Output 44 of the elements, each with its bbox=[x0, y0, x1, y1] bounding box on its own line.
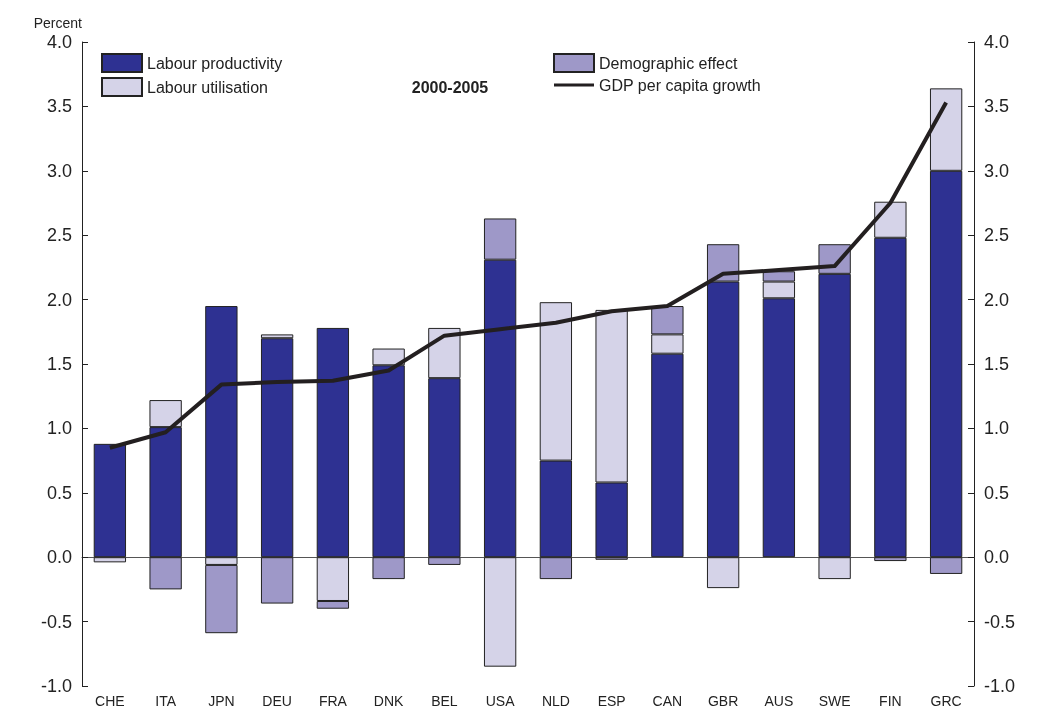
x-tick-label: FRA bbox=[318, 693, 348, 709]
x-tick-label: CAN bbox=[652, 693, 683, 709]
legend-label: Labour utilisation bbox=[147, 78, 268, 96]
y-tick-label: 2.0 bbox=[46, 289, 72, 310]
y2-tick-label: 3.5 bbox=[984, 96, 1010, 117]
x-tick-label: DEU bbox=[262, 693, 292, 709]
y2-tick-label: -0.5 bbox=[984, 611, 1016, 632]
x-tick-label: CHE bbox=[95, 693, 125, 709]
y2-tick-label: 2.5 bbox=[984, 225, 1010, 246]
x-tick-label: AUS bbox=[764, 693, 794, 709]
y-tick-label: 2.5 bbox=[46, 225, 72, 246]
y2-tick-label: 1.0 bbox=[984, 418, 1010, 439]
legend-label: Demographic effect bbox=[599, 54, 738, 72]
x-tick-label: ITA bbox=[155, 693, 177, 709]
x-tick-label: FIN bbox=[879, 693, 902, 709]
y2-tick-label: 0.5 bbox=[984, 482, 1010, 503]
x-tick-label: GRC bbox=[930, 693, 962, 709]
y-tick-label: 0.0 bbox=[46, 547, 72, 568]
legend-label: Labour productivity bbox=[147, 54, 283, 72]
x-tick-label: SWE bbox=[818, 693, 851, 709]
y2-tick-label: 0.0 bbox=[984, 547, 1010, 568]
y2-tick-label: 1.5 bbox=[984, 354, 1010, 374]
y-axis-title: Percent bbox=[33, 15, 83, 31]
y-tick-label: 3.5 bbox=[46, 96, 72, 117]
x-tick-label: ESP bbox=[597, 693, 626, 709]
y2-tick-label: -1.0 bbox=[984, 676, 1016, 696]
x-tick-label: USA bbox=[485, 693, 516, 709]
x-tick-label: JPN bbox=[208, 693, 235, 709]
y-tick-label: -0.5 bbox=[40, 611, 72, 632]
text: 2000-2005 bbox=[411, 78, 489, 96]
y2-tick-label: 2.0 bbox=[984, 289, 1010, 310]
x-tick-label: NLD bbox=[541, 693, 570, 709]
x-tick-label: DNK bbox=[373, 693, 405, 709]
y-tick-label: 3.0 bbox=[46, 160, 72, 181]
y-tick-label: 1.5 bbox=[46, 354, 72, 374]
y-tick-label: 0.5 bbox=[46, 482, 72, 503]
y2-tick-label: 4.0 bbox=[984, 32, 1010, 52]
legend-label: GDP per capita growth bbox=[599, 76, 761, 94]
y-tick-label: -1.0 bbox=[40, 676, 72, 696]
x-tick-label: BEL bbox=[431, 693, 458, 709]
y-tick-label: 4.0 bbox=[46, 32, 72, 52]
y-tick-label: 1.0 bbox=[46, 418, 72, 439]
y2-tick-label: 3.0 bbox=[984, 160, 1010, 181]
x-tick-label: GBR bbox=[707, 693, 739, 709]
